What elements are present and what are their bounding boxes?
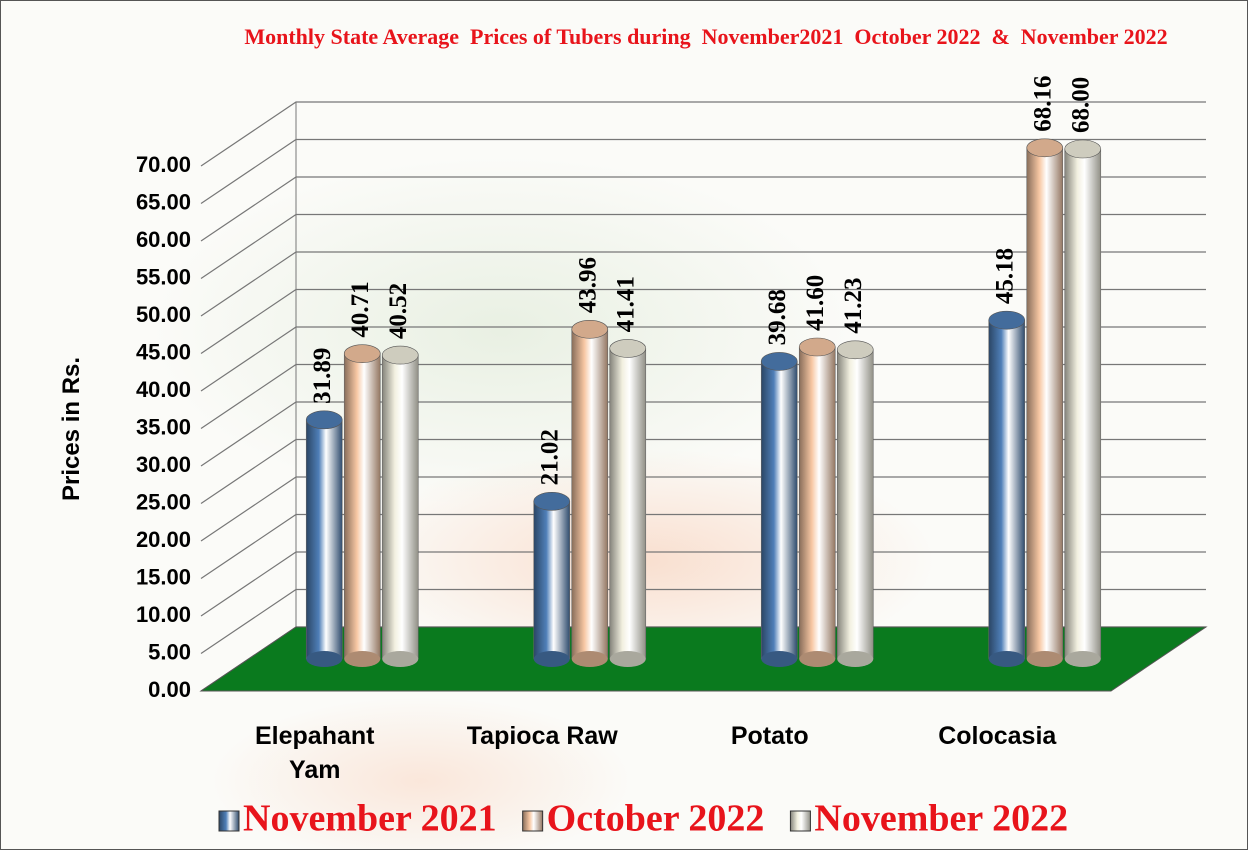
- y-tick-label: 55.00: [136, 264, 191, 289]
- bar-cap: [1064, 139, 1102, 159]
- data-label: 41.60: [802, 275, 829, 331]
- y-tick-label: 70.00: [136, 152, 191, 177]
- legend-swatch: [218, 810, 240, 832]
- bar: [609, 348, 647, 660]
- bar-base: [1064, 651, 1101, 667]
- y-tick-label: 45.00: [136, 339, 191, 364]
- floor: [199, 626, 1208, 692]
- y-tick-label: 65.00: [136, 189, 191, 214]
- bar: [305, 419, 343, 660]
- data-label: 40.71: [347, 281, 374, 337]
- bar-cap: [381, 345, 419, 365]
- bar: [988, 319, 1026, 660]
- y-tick-label: 60.00: [136, 227, 191, 252]
- y-tick-label: 15.00: [136, 564, 191, 589]
- bar-cap: [571, 319, 609, 339]
- bar: [533, 501, 571, 660]
- bar-cap: [988, 310, 1026, 330]
- bar-cap: [836, 340, 874, 360]
- bar-base: [1026, 651, 1063, 667]
- bar-base: [761, 651, 798, 667]
- bar: [798, 346, 836, 660]
- data-label: 45.18: [991, 248, 1018, 304]
- y-tick-label: 35.00: [136, 414, 191, 439]
- x-tick-label: Potato: [730, 722, 809, 750]
- bar: [760, 361, 798, 660]
- bar: [1064, 148, 1102, 660]
- bar-cap: [305, 410, 343, 430]
- y-tick-label: 25.00: [136, 489, 191, 514]
- legend-swatch: [789, 810, 811, 832]
- bar: [381, 354, 419, 660]
- bar: [343, 353, 381, 660]
- x-tick-label: Tapioca Raw: [466, 722, 618, 750]
- legend-label: November 2022: [814, 798, 1068, 840]
- x-tick-label: Colocasia: [938, 722, 1057, 750]
- bar-cap: [609, 339, 647, 358]
- bar: [1026, 147, 1064, 660]
- bar-base: [382, 651, 419, 667]
- bar-cap: [798, 337, 836, 357]
- bar-cap: [533, 492, 571, 511]
- legend-label: October 2022: [547, 798, 765, 840]
- bar-base: [988, 651, 1025, 667]
- data-label: 68.00: [1067, 77, 1094, 133]
- y-tick-label: 0.00: [148, 677, 191, 702]
- data-label: 68.16: [1029, 76, 1056, 132]
- legend-swatch: [522, 810, 544, 832]
- y-tick-label: 20.00: [136, 527, 191, 552]
- y-tick-label: 30.00: [136, 452, 191, 477]
- bar-cap: [343, 344, 381, 363]
- y-tick-label: 10.00: [136, 602, 191, 627]
- y-axis-title: Prices in Rs.: [58, 357, 85, 501]
- data-label: 43.96: [574, 257, 601, 313]
- y-tick-label: 5.00: [148, 639, 191, 664]
- bar-base: [609, 651, 646, 667]
- bar: [571, 328, 609, 660]
- bar-base: [306, 651, 343, 667]
- bar-base: [837, 651, 874, 667]
- data-label: 41.41: [612, 276, 639, 332]
- chart-title: Monthly State Average Prices of Tubers d…: [244, 24, 1168, 49]
- data-label: 39.68: [764, 289, 791, 345]
- bar-base: [571, 651, 608, 667]
- data-label: 41.23: [840, 278, 867, 334]
- bar-cap: [760, 352, 798, 371]
- bar-base: [344, 651, 381, 667]
- data-label: 31.89: [309, 348, 336, 404]
- y-tick-label: 40.00: [136, 377, 191, 402]
- x-tick-label: Elepahant Yam: [255, 722, 375, 784]
- bar-base: [799, 651, 836, 667]
- data-label: 21.02: [536, 429, 563, 485]
- y-tick-label: 50.00: [136, 302, 191, 327]
- bar: [836, 349, 874, 660]
- legend-label: November 2021: [243, 798, 497, 840]
- bar-cap: [1026, 138, 1064, 158]
- data-label: 40.52: [385, 283, 412, 339]
- bar-base: [533, 651, 570, 667]
